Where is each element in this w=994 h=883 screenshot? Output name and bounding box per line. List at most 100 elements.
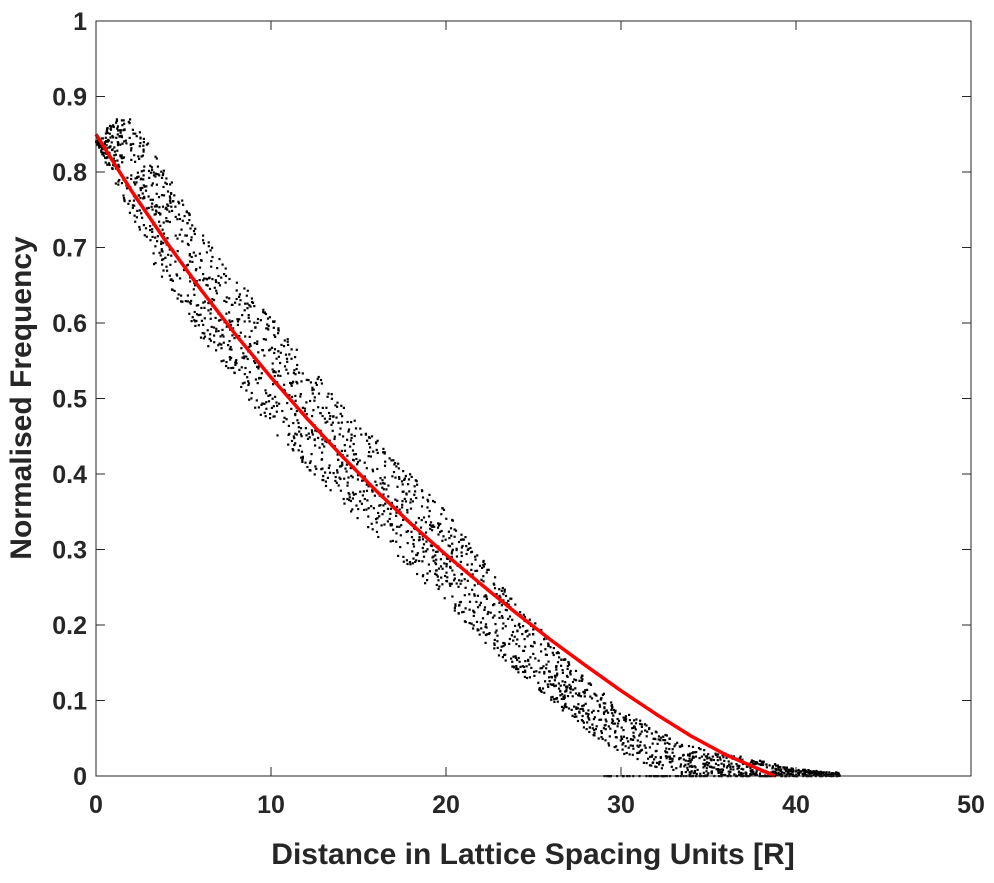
- data-point: [428, 509, 431, 513]
- data-point: [586, 721, 589, 724]
- data-point: [169, 201, 172, 204]
- data-point: [582, 721, 585, 724]
- data-point: [584, 689, 587, 692]
- data-point: [762, 760, 765, 763]
- data-point: [780, 773, 783, 776]
- data-point: [688, 757, 691, 760]
- fit-curve: [94, 133, 776, 778]
- data-point: [561, 671, 564, 674]
- data-point: [123, 200, 126, 203]
- data-point: [209, 317, 212, 320]
- data-point: [468, 600, 472, 603]
- data-point: [648, 746, 651, 749]
- data-point: [625, 751, 628, 755]
- data-point: [124, 139, 127, 142]
- data-point: [787, 769, 791, 772]
- data-point: [519, 626, 522, 629]
- data-point: [728, 773, 731, 776]
- data-point: [339, 477, 342, 481]
- data-point: [190, 255, 193, 259]
- data-point: [447, 530, 450, 533]
- data-point: [402, 518, 405, 521]
- data-point: [382, 451, 385, 454]
- data-point: [299, 427, 303, 430]
- data-point: [531, 645, 534, 648]
- data-point: [134, 132, 137, 135]
- data-point: [805, 770, 808, 773]
- data-point: [109, 125, 113, 128]
- data-point: [494, 576, 497, 579]
- data-point: [107, 139, 110, 142]
- data-point: [652, 737, 655, 740]
- data-point: [745, 765, 748, 768]
- data-point: [492, 582, 495, 585]
- data-point: [622, 729, 625, 732]
- data-point: [569, 671, 572, 674]
- data-point: [755, 761, 758, 764]
- data-point: [416, 552, 419, 555]
- data-point: [648, 727, 651, 731]
- data-point: [236, 320, 240, 323]
- data-point: [232, 327, 235, 330]
- data-point: [294, 373, 297, 376]
- data-point: [142, 224, 145, 227]
- data-point: [484, 641, 487, 644]
- data-point: [98, 144, 101, 147]
- data-point: [562, 707, 565, 710]
- data-point: [605, 720, 608, 723]
- data-point: [736, 764, 739, 767]
- data-point: [620, 726, 623, 729]
- data-point: [267, 394, 270, 397]
- data-point: [500, 589, 503, 592]
- data-point: [420, 505, 424, 508]
- data-point: [352, 442, 355, 446]
- y-tick-label: 0: [73, 763, 87, 791]
- data-point: [273, 415, 276, 418]
- data-point: [707, 753, 710, 756]
- data-point: [133, 204, 136, 207]
- data-point: [198, 252, 201, 255]
- data-point: [598, 703, 601, 706]
- data-point: [449, 527, 453, 530]
- data-point: [629, 744, 632, 747]
- data-point: [277, 332, 280, 335]
- data-point: [160, 248, 163, 251]
- data-point: [405, 530, 408, 533]
- data-point: [295, 367, 298, 371]
- data-point: [182, 203, 185, 206]
- data-point: [347, 492, 350, 495]
- data-point: [432, 549, 435, 552]
- data-point: [129, 143, 132, 146]
- data-point: [749, 766, 752, 769]
- data-point: [768, 764, 771, 767]
- data-point: [256, 317, 260, 321]
- data-point: [116, 133, 119, 136]
- data-point: [581, 678, 584, 681]
- data-point: [332, 415, 335, 418]
- data-point: [263, 354, 266, 357]
- data-point: [616, 748, 619, 751]
- data-point: [514, 655, 517, 658]
- data-point: [643, 723, 646, 726]
- data-point: [668, 757, 671, 760]
- data-point: [465, 552, 468, 556]
- data-point: [679, 763, 683, 766]
- data-point: [367, 526, 370, 529]
- data-point: [171, 279, 174, 282]
- data-point: [155, 157, 158, 160]
- data-point: [186, 263, 190, 266]
- data-point: [434, 572, 437, 575]
- data-point: [550, 696, 553, 699]
- data-point: [389, 507, 392, 510]
- data-point: [341, 461, 344, 464]
- data-point: [537, 681, 540, 684]
- data-point: [271, 362, 274, 365]
- data-point: [228, 319, 231, 322]
- data-point: [563, 658, 566, 661]
- data-point: [346, 420, 349, 424]
- data-point: [265, 407, 268, 410]
- data-point: [706, 761, 709, 764]
- data-point: [679, 745, 682, 748]
- data-point: [235, 281, 238, 284]
- data-point: [403, 477, 406, 480]
